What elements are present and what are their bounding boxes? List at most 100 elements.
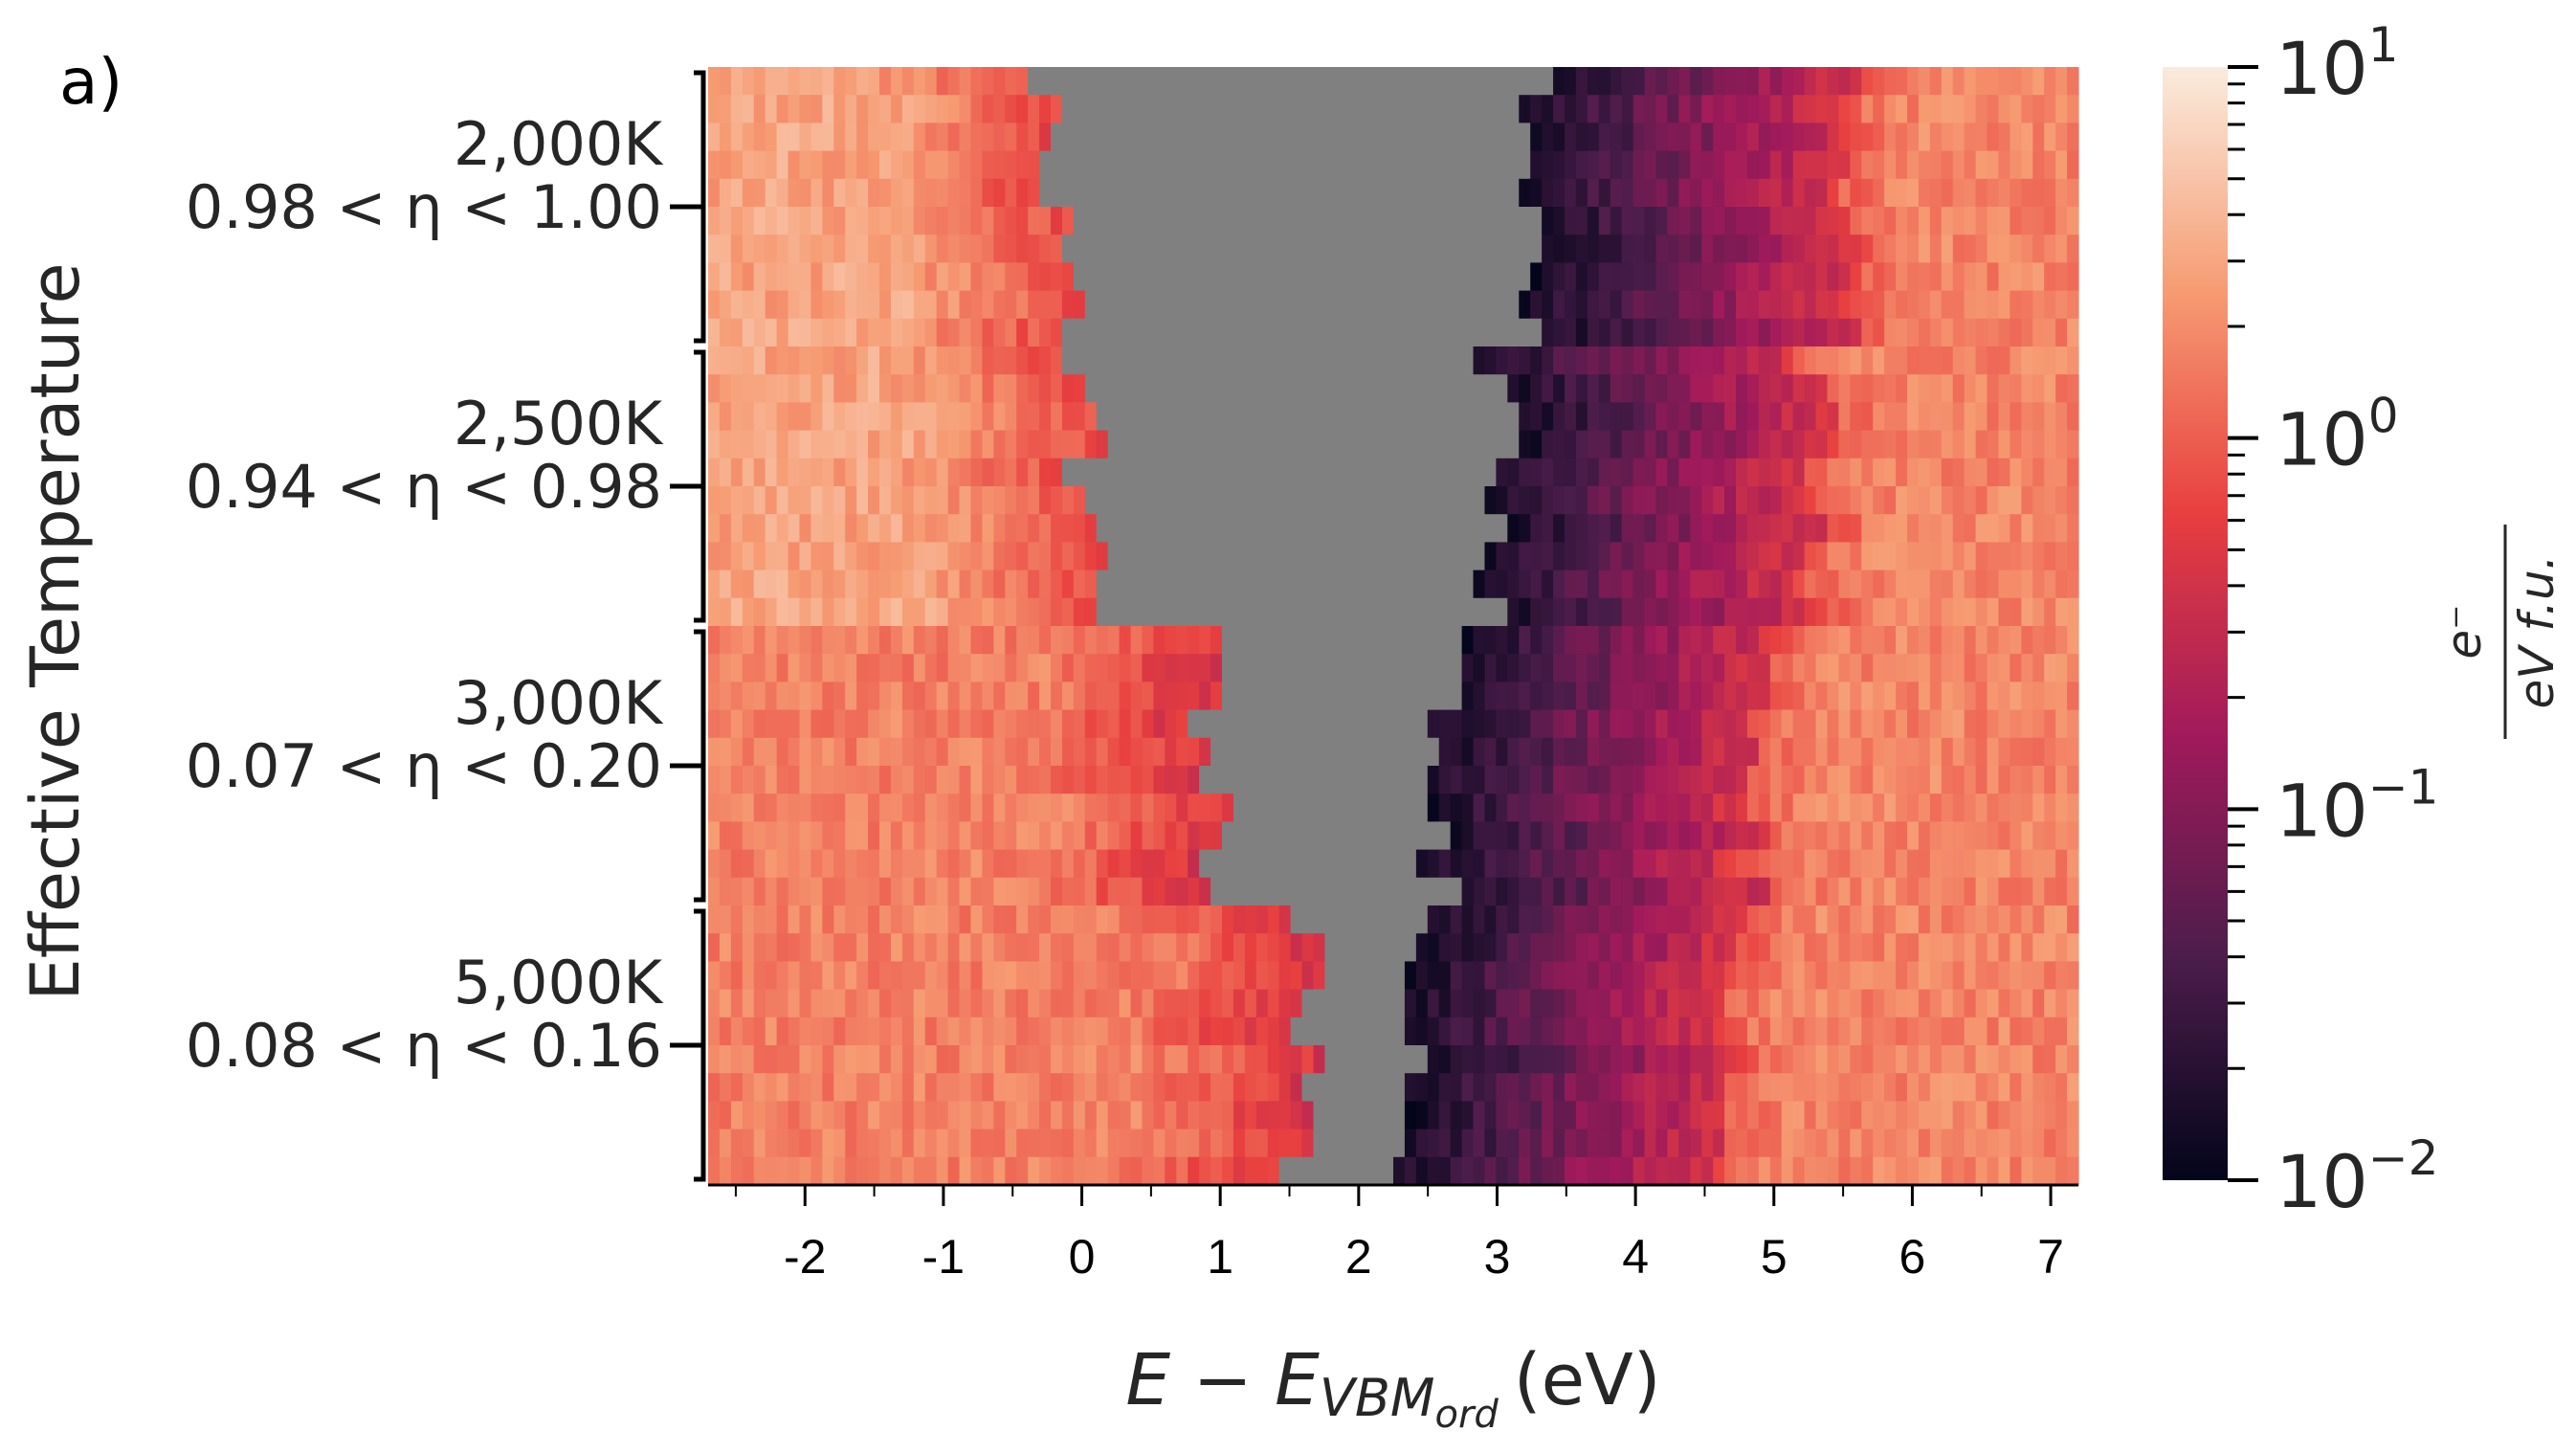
heatmap-cell	[1496, 905, 1508, 934]
heatmap-cell	[901, 766, 915, 794]
heatmap-cell	[1324, 933, 1337, 962]
heatmap-cell	[1222, 318, 1234, 347]
heatmap-cell	[1222, 262, 1234, 292]
heatmap-cell	[1427, 849, 1440, 879]
heatmap-cell	[1507, 458, 1520, 487]
heatmap-cell	[1210, 207, 1223, 235]
heatmap-cell	[1987, 514, 2000, 543]
heatmap-cell	[1188, 626, 1200, 655]
heatmap-cell	[970, 318, 983, 347]
heatmap-cell	[1929, 430, 1943, 459]
heatmap-cell	[822, 1156, 834, 1186]
heatmap-cell	[1473, 123, 1486, 152]
heatmap-cell	[753, 709, 766, 739]
heatmap-cell	[1632, 905, 1646, 934]
heatmap-cell	[868, 318, 880, 347]
heatmap-cell	[1598, 905, 1611, 934]
heatmap-cell	[1370, 262, 1383, 292]
heatmap-cell	[1244, 682, 1257, 711]
heatmap-cell	[1290, 458, 1303, 487]
heatmap-cell	[1222, 542, 1234, 571]
heatmap-cell	[1153, 1073, 1166, 1102]
heatmap-cell	[1461, 709, 1475, 739]
heatmap-cell	[765, 961, 778, 991]
heatmap-cell	[1587, 123, 1600, 152]
heatmap-cell	[2044, 570, 2056, 599]
heatmap-cell	[982, 794, 994, 822]
heatmap-cell	[1632, 1073, 1646, 1102]
heatmap-cell	[1519, 1156, 1531, 1186]
heatmap-cell	[970, 877, 983, 906]
heatmap-cell	[1119, 486, 1132, 515]
heatmap-cell	[1918, 682, 1931, 711]
heatmap-cell	[1005, 626, 1017, 655]
heatmap-cell	[1290, 626, 1303, 655]
heatmap-cell	[1861, 430, 1874, 459]
heatmap-cell	[1632, 542, 1646, 571]
heatmap-cell	[1610, 766, 1623, 794]
heatmap-cell	[799, 402, 811, 432]
heatmap-cell	[1987, 67, 2000, 96]
heatmap-cell	[2021, 905, 2033, 934]
heatmap-cell	[1484, 737, 1497, 767]
heatmap-cell	[1370, 542, 1383, 571]
heatmap-cell	[1644, 374, 1657, 403]
heatmap-cell	[1438, 877, 1452, 906]
heatmap-cell	[1804, 67, 1817, 96]
heatmap-cell	[982, 849, 994, 879]
heatmap-cell	[1415, 682, 1429, 711]
heatmap-cell	[1415, 597, 1429, 627]
heatmap-cell	[1153, 849, 1166, 879]
heatmap-cell	[1061, 458, 1075, 487]
heatmap-cell	[1701, 430, 1714, 459]
heatmap-cell	[1142, 1045, 1154, 1074]
heatmap-cell	[1519, 150, 1531, 180]
heatmap-cell	[1861, 1101, 1874, 1130]
heatmap-cell	[1347, 262, 1360, 292]
heatmap-cell	[1301, 123, 1315, 152]
heatmap-cell	[776, 905, 789, 934]
heatmap-cell	[1176, 905, 1188, 934]
heatmap-cell	[1781, 67, 1794, 96]
heatmap-cell	[1758, 235, 1771, 263]
heatmap-cell	[1415, 402, 1429, 432]
heatmap-cell	[788, 458, 801, 487]
heatmap-cell	[1758, 402, 1771, 432]
heatmap-cell	[1016, 318, 1029, 347]
heatmap-cell	[2010, 207, 2022, 235]
heatmap-cell	[1393, 905, 1406, 934]
heatmap-cell	[1804, 318, 1817, 347]
heatmap-cell	[799, 1129, 811, 1158]
heatmap-cell	[970, 654, 983, 682]
heatmap-cell	[822, 626, 834, 655]
heatmap-cell	[788, 1045, 801, 1074]
heatmap-cell	[1667, 877, 1679, 906]
heatmap-cell	[1632, 626, 1646, 655]
heatmap-cell	[1061, 542, 1075, 571]
heatmap-cell	[1153, 654, 1166, 682]
heatmap-cell	[936, 290, 949, 320]
heatmap-cell	[811, 346, 823, 375]
heatmap-cell	[1542, 933, 1554, 962]
heatmap-cell	[1415, 1129, 1429, 1158]
heatmap-cell	[1176, 597, 1188, 627]
heatmap-cell	[1998, 95, 2010, 123]
heatmap-cell	[1244, 458, 1257, 487]
heatmap-cell	[982, 374, 994, 403]
heatmap-cell	[2032, 67, 2045, 96]
heatmap-cell	[1324, 402, 1337, 432]
heatmap-cell	[890, 178, 903, 208]
heatmap-cell	[1690, 737, 1702, 767]
heatmap-cell	[1473, 67, 1486, 96]
heatmap-cell	[936, 905, 949, 934]
heatmap-cell	[730, 402, 744, 432]
heatmap-cell	[1792, 235, 1806, 263]
heatmap-cell	[1781, 821, 1794, 851]
heatmap-cell	[776, 961, 789, 991]
heatmap-cell	[788, 123, 801, 152]
heatmap-cell	[776, 821, 789, 851]
heatmap-cell	[993, 1129, 1006, 1158]
heatmap-cell	[1667, 821, 1679, 851]
heatmap-cell	[1438, 346, 1452, 375]
heatmap-cell	[947, 262, 961, 292]
